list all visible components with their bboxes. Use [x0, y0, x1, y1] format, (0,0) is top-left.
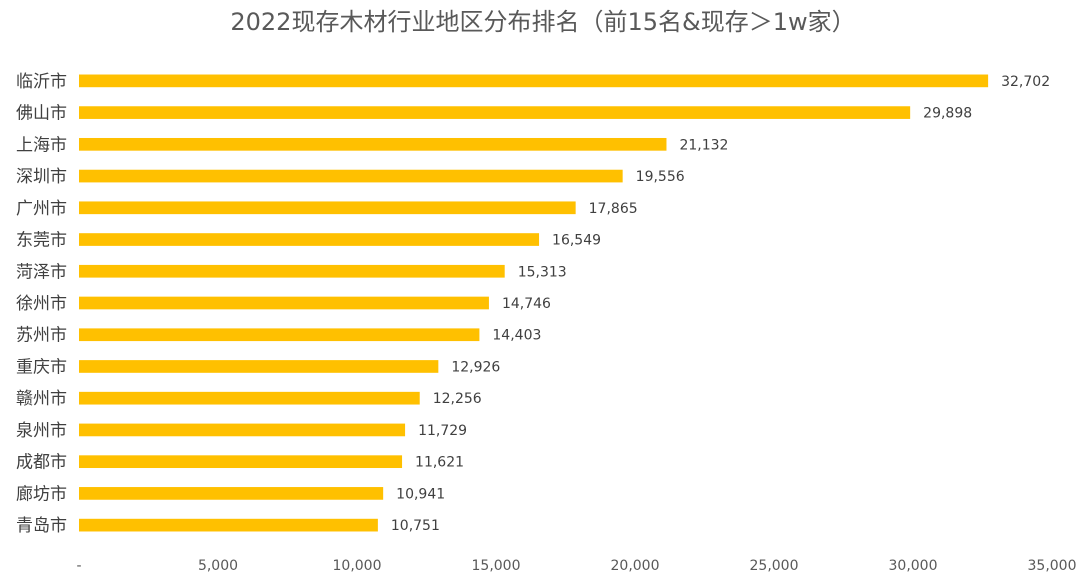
bar-9 — [79, 360, 439, 373]
category-label-4: 广州市 — [16, 199, 67, 219]
data-label-2: 21,132 — [679, 137, 728, 153]
bar-5 — [79, 233, 540, 246]
category-label-3: 深圳市 — [16, 167, 67, 187]
x-tick-label-4: 20,000 — [611, 558, 660, 574]
x-tick-label-0: - — [76, 558, 81, 574]
category-label-0: 临沂市 — [16, 72, 67, 92]
x-tick-label-6: 30,000 — [889, 558, 938, 574]
category-label-2: 上海市 — [16, 135, 67, 155]
category-label-9: 重庆市 — [16, 357, 67, 377]
data-label-14: 10,751 — [391, 518, 440, 534]
x-tick-label-5: 25,000 — [750, 558, 799, 574]
data-label-4: 17,865 — [589, 201, 638, 217]
x-tick-label-7: 35,000 — [1028, 558, 1077, 574]
category-label-10: 赣州市 — [16, 389, 67, 409]
category-label-1: 佛山市 — [16, 104, 67, 124]
category-label-14: 青岛市 — [16, 516, 67, 536]
bar-13 — [79, 487, 384, 500]
data-label-0: 32,702 — [1001, 74, 1050, 90]
bar-10 — [79, 391, 420, 405]
bar-2 — [79, 137, 667, 151]
data-label-7: 14,746 — [502, 296, 551, 312]
category-label-8: 苏州市 — [16, 326, 67, 346]
bar-3 — [79, 169, 623, 183]
data-label-8: 14,403 — [492, 328, 541, 344]
category-label-7: 徐州市 — [16, 294, 67, 314]
bar-6 — [79, 264, 505, 278]
data-label-10: 12,256 — [433, 391, 482, 407]
data-label-11: 11,729 — [418, 423, 467, 439]
bar-1 — [79, 106, 911, 119]
chart-title: 2022现存木材行业地区分布排名（前15名&现存＞1w家） — [230, 8, 855, 36]
category-labels-group: 临沂市佛山市上海市深圳市广州市东莞市菏泽市徐州市苏州市重庆市赣州市泉州市成都市廊… — [16, 72, 67, 536]
x-axis-tick-labels-group: - 5,000 10,000 15,000 20,000 25,000 30,000 35,0… — [76, 558, 1076, 574]
category-label-12: 成都市 — [16, 453, 67, 473]
x-tick-label-1: 5,000 — [198, 558, 238, 574]
bar-12 — [79, 455, 403, 469]
bar-4 — [79, 201, 576, 215]
category-label-13: 廊坊市 — [16, 484, 67, 504]
data-label-12: 11,621 — [415, 455, 464, 471]
bar-0 — [79, 74, 989, 88]
data-label-3: 19,556 — [636, 169, 685, 185]
bar-14 — [79, 518, 378, 532]
x-tick-label-3: 15,000 — [472, 558, 521, 574]
data-label-6: 15,313 — [518, 264, 567, 280]
data-label-1: 29,898 — [923, 106, 972, 122]
bars-group — [79, 74, 989, 532]
data-label-13: 10,941 — [396, 486, 445, 502]
data-label-9: 12,926 — [451, 359, 500, 375]
x-tick-label-2: 10,000 — [333, 558, 382, 574]
data-label-5: 16,549 — [552, 233, 601, 249]
bar-7 — [79, 296, 489, 310]
bar-8 — [79, 328, 480, 342]
data-labels-group: 32,702 29,898 21,132 19,556 17,865 16,549 15,3… — [391, 74, 1050, 534]
category-label-5: 东莞市 — [16, 231, 67, 251]
category-label-6: 菏泽市 — [16, 262, 67, 282]
bar-11 — [79, 423, 406, 437]
category-label-11: 泉州市 — [16, 421, 67, 441]
